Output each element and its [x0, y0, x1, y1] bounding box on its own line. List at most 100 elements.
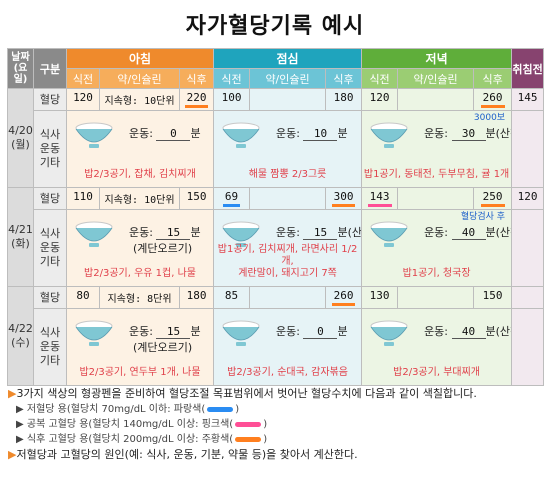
meal-note: 3000보: [473, 113, 506, 123]
dinner-meal-content: 운동: 40분(산책) 밥2/3공기, 부대찌개: [363, 310, 511, 385]
exercise-unit: 분(산책): [485, 226, 511, 239]
legend-item: ▶ 공복 고혈당 용(혈당치 140mg/dL 이상: 핑크색(): [8, 417, 544, 432]
bedtime-value-value: [526, 297, 530, 301]
lunch-after-header: 식후: [325, 68, 363, 89]
food-record: 밥1공기, 동태전, 두부무침, 귤 1개: [363, 169, 510, 180]
legend-footer: ▶저혈당과 고혈당의 원인(예: 식사, 운동, 기분, 약물 등)을 찾아서 …: [8, 448, 358, 461]
breakfast-after: 220: [178, 88, 215, 111]
table-row: 식사 운동 기타 운동: 15 분 (계단오르기) 밥2/3공기, 우유 1컵, 나물 운동:…: [8, 209, 545, 287]
dinner-after: 260: [473, 88, 513, 111]
bullet-icon: ▶: [8, 448, 17, 461]
exercise-unit: 분: [337, 127, 348, 140]
exercise-label: 운동:: [276, 127, 304, 140]
legend-item-text: ▶ 공복 고혈당 용(혈당치 140mg/dL 이상: 핑크색(: [16, 419, 234, 430]
breakfast-before-value: 80: [76, 289, 90, 302]
lunch-after: 260: [325, 286, 363, 309]
table-row: 식사 운동 기타 운동: 0 분 밥2/3공기, 잡채, 김치찌개 운동: 10 분 해물 짬뽕…: [8, 110, 545, 188]
dinner-before-header: 식전: [361, 68, 399, 89]
dinner-before: 120: [361, 88, 399, 111]
table-row: 4/21 (화) 혈당 110 지속형: 10단위 150 69 300 143 250 120: [7, 187, 545, 287]
exercise-label: 운동:: [276, 325, 304, 338]
highlighter-swatch: [235, 436, 262, 442]
bedtime-value-value: 145: [517, 91, 538, 104]
breakfast-after-value: 220: [184, 91, 209, 108]
bedtime-empty: [511, 110, 545, 188]
food-record: 해물 짬뽕 2/3그릇: [248, 169, 327, 180]
breakfast-after: 150: [178, 187, 215, 210]
breakfast-before: 110: [66, 187, 100, 210]
exercise-label: 운동:: [424, 127, 452, 140]
exercise-unit: 분(산책): [337, 226, 362, 239]
glucose-label: 혈당: [33, 187, 67, 210]
exercise-line: 운동: 10 분: [276, 125, 348, 141]
bedtime-empty: [511, 209, 545, 287]
dinner-after: 150: [473, 286, 513, 309]
rice-bowl-icon: [222, 122, 260, 148]
lunch-before: 100: [213, 88, 251, 111]
lunch-before-header: 식전: [213, 68, 251, 89]
lunch-before-value: 69: [222, 190, 241, 207]
exercise-type: (계단오르기): [133, 242, 193, 255]
exercise-type: (계단오르기): [133, 341, 193, 354]
meal-label: 식사 운동 기타: [33, 308, 67, 386]
breakfast-medication: 지속형: 10단위: [99, 187, 180, 210]
bedtime-value-value: 120: [517, 190, 538, 203]
food-record: 밥2/3공기, 잡채, 김치찌개: [84, 169, 196, 180]
page-title: 자가혈당기록 예시: [185, 14, 365, 39]
breakfast-header: 아침: [65, 48, 215, 69]
legend-item: ▶ 식후 고혈당 용(혈당치 200mg/dL 이상: 주황색(): [8, 432, 544, 447]
dinner-after: 250: [473, 187, 513, 210]
exercise-minutes: 15: [156, 226, 191, 240]
exercise-line: 운동: 15 분: [129, 323, 201, 339]
date-cell: 4/21 (화): [7, 187, 34, 287]
legend-item: ▶ 저혈당 용(혈당치 70mg/dL 이하: 파랑색(): [8, 402, 544, 417]
breakfast-meal-content: 운동: 15 분 (계단오르기) 밥2/3공기, 연두부 1개, 나물: [68, 310, 213, 385]
lunch-after-value: 260: [331, 289, 356, 306]
rice-bowl-icon: [75, 122, 113, 148]
legend: ▶3가지 색상의 형광펜을 준비하여 혈당조절 목표범위에서 벗어난 혈당수치에…: [8, 386, 544, 463]
rice-bowl-icon: [75, 221, 113, 247]
food-record: 밥1공기, 청국장: [402, 268, 471, 279]
lunch-before: 85: [213, 286, 251, 309]
breakfast-after: 180: [178, 286, 215, 309]
legend-item-close: ): [235, 404, 240, 415]
meal-label: 식사 운동 기타: [33, 209, 67, 287]
exercise-label: 운동:: [129, 325, 157, 338]
meal-note: 혈당검사 후: [460, 212, 506, 222]
table-row: 4/20 (월) 혈당 120 지속형: 10단위 220 100 180 120 260 145: [7, 88, 545, 188]
food-record: 밥2/3공기, 부대찌개: [393, 367, 480, 378]
dinner-med-header: 약/인슐린: [397, 68, 475, 89]
lunch-meal: 운동: 15분(산책) 밥1공기, 김치찌개, 라면사리 1/2개,계란말이, 돼…: [213, 209, 363, 287]
rice-bowl-icon: [222, 320, 260, 346]
exercise-line: 운동: 40분(산책): [424, 323, 511, 339]
bedtime-value: [511, 286, 545, 309]
legend-item-close: ): [263, 434, 268, 445]
breakfast-medication: 지속형: 8단위: [99, 286, 180, 309]
exercise-unit: 분: [190, 127, 201, 140]
glucose-log-table: 날짜 (요일) 구분 아침 점심 저녁 취침전 식전 약/인슐린 식후 식전 약/…: [7, 48, 545, 386]
exercise-line: 운동: 15 분: [129, 224, 201, 240]
date-header: 날짜 (요일): [7, 48, 34, 89]
breakfast-after-value: 180: [186, 289, 207, 302]
lunch-after-value: 180: [333, 91, 354, 104]
breakfast-meal: 운동: 15 분 (계단오르기) 밥2/3공기, 연두부 1개, 나물: [65, 308, 215, 386]
dinner-header: 저녁: [361, 48, 513, 69]
breakfast-med-header: 약/인슐린: [99, 68, 180, 89]
exercise-minutes: 0: [303, 325, 338, 339]
lunch-before-value: 85: [224, 289, 239, 302]
dinner-before: 130: [361, 286, 399, 309]
dinner-after-value: 150: [482, 289, 503, 302]
exercise-minutes: 15: [303, 226, 338, 240]
rice-bowl-icon: [370, 122, 408, 148]
breakfast-after-header: 식후: [178, 68, 215, 89]
date-cell: 4/22 (수): [7, 286, 34, 386]
dinner-meal: 운동: 40분(산책) 밥2/3공기, 부대찌개: [361, 308, 513, 386]
rice-bowl-icon: [370, 320, 408, 346]
lunch-meal-content: 운동: 15분(산책) 밥1공기, 김치찌개, 라면사리 1/2개,계란말이, 돼…: [215, 211, 362, 286]
